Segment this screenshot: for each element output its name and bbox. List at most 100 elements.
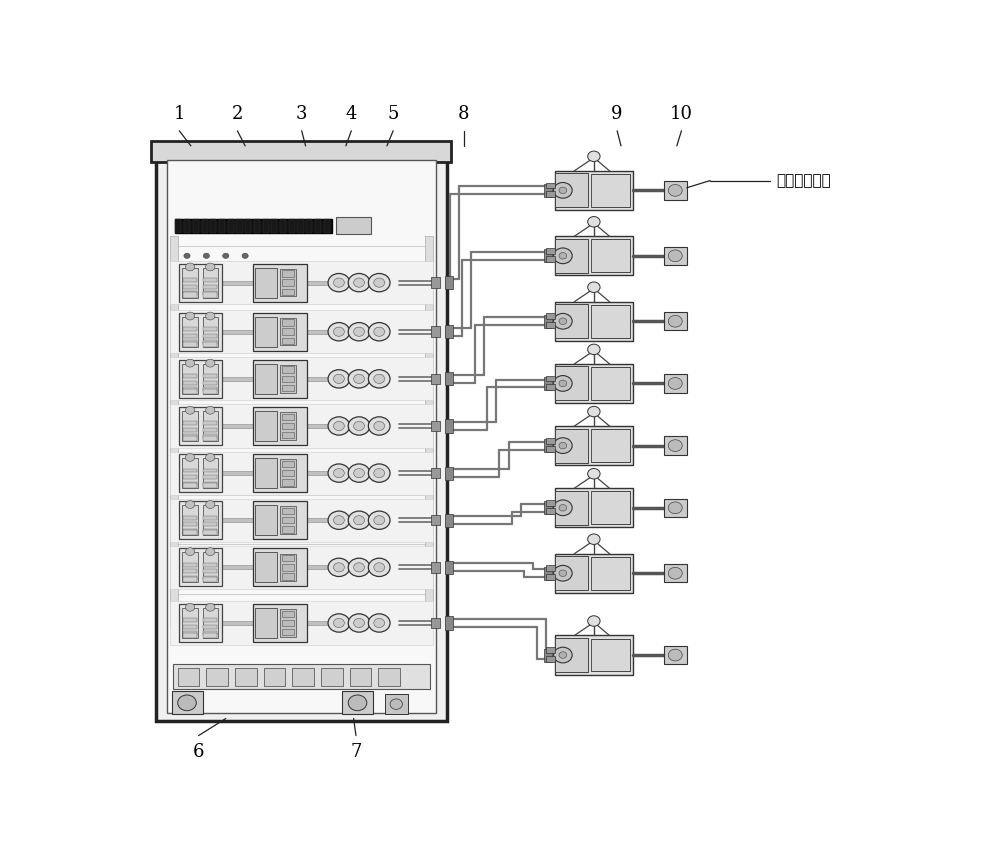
Circle shape [333,468,344,478]
Bar [546,376,555,382]
Circle shape [185,501,195,508]
Circle shape [333,563,344,572]
Circle shape [368,558,390,576]
Bar [282,288,294,295]
Bar [282,337,294,344]
Circle shape [328,558,350,576]
Circle shape [354,619,364,627]
Bar [282,366,294,373]
Bar [282,629,294,636]
Bar [555,239,588,273]
Bar [253,264,307,302]
Bar [203,428,217,432]
Bar [183,342,197,347]
Circle shape [374,563,385,572]
Bar [546,257,555,263]
Circle shape [348,695,367,711]
Bar [203,570,217,573]
Bar [555,302,633,341]
Bar [222,621,253,625]
Bar [282,564,294,570]
Bar [183,388,197,391]
Bar [183,422,197,425]
Bar [282,517,294,524]
Bar [280,553,296,581]
Circle shape [223,253,229,258]
Circle shape [328,274,350,292]
Bar [664,312,687,331]
Bar [203,483,217,488]
Bar [253,313,307,351]
Text: 6: 6 [193,744,204,762]
Circle shape [554,500,572,516]
Text: 8: 8 [458,105,469,123]
Circle shape [668,250,682,262]
Circle shape [374,374,385,383]
Bar [203,577,217,582]
Bar [555,638,588,672]
Circle shape [368,322,390,341]
Bar [183,483,197,488]
Bar [156,148,447,721]
Circle shape [185,604,195,611]
Bar [555,636,633,675]
Bar [431,618,440,628]
Bar [555,366,588,400]
Bar [289,218,295,233]
Circle shape [368,511,390,530]
Bar [183,529,197,533]
Bar [183,619,197,622]
Bar [175,218,332,233]
Bar [307,621,328,625]
Circle shape [668,377,682,389]
Bar [425,236,433,626]
Bar [336,218,371,235]
Circle shape [588,344,600,354]
Bar [546,655,555,661]
Circle shape [559,252,567,259]
Bar [170,261,433,304]
Bar [264,668,285,687]
Bar [203,388,217,394]
Bar [170,602,433,644]
Bar [591,174,630,207]
Circle shape [668,649,682,661]
Bar [282,328,294,335]
Bar [282,376,294,382]
Text: 7: 7 [350,744,362,762]
Circle shape [354,563,364,572]
Text: 4: 4 [346,105,357,123]
Circle shape [185,547,195,556]
Bar [172,691,202,714]
Bar [167,160,436,712]
Circle shape [588,534,600,545]
Bar [235,668,257,687]
Bar [255,364,277,394]
Bar [282,479,294,485]
Bar [210,218,216,233]
Circle shape [588,217,600,227]
Bar [202,218,208,233]
Bar [182,411,198,441]
Bar [255,317,277,347]
Bar [664,499,687,517]
Bar [183,632,197,638]
Bar [546,322,555,328]
Bar [546,565,555,571]
Bar [555,426,633,465]
Text: 二次风门摇臂: 二次风门摇臂 [776,173,831,188]
Bar [182,268,198,298]
Circle shape [554,183,572,198]
Bar [445,616,453,630]
Bar [175,218,181,233]
Bar [179,407,222,445]
Bar [282,610,294,617]
Bar [282,385,294,391]
Bar [271,218,277,233]
Bar [664,374,687,393]
Circle shape [185,263,195,271]
Bar [222,565,253,570]
Bar [280,318,296,345]
Bar [253,454,307,492]
Bar [203,292,217,298]
